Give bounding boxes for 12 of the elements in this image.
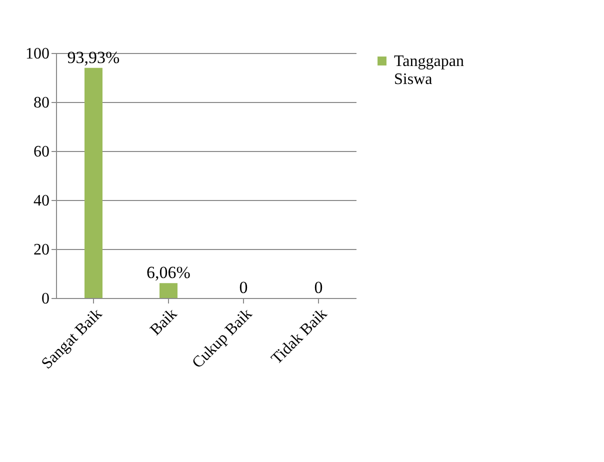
y-tick-label: 100 bbox=[26, 46, 50, 62]
data-label: 0 bbox=[239, 278, 248, 297]
y-tick-label: 80 bbox=[34, 94, 50, 112]
data-label: 0 bbox=[314, 278, 323, 297]
x-tick-label: Baik bbox=[147, 306, 181, 339]
y-tick-label: 40 bbox=[34, 192, 50, 210]
y-tick-label: 60 bbox=[34, 144, 50, 160]
legend-label: Tanggapan Siswa bbox=[394, 53, 464, 88]
y-tick-label: 20 bbox=[34, 242, 50, 258]
data-label: 93,93% bbox=[67, 48, 120, 67]
data-label: 6,06% bbox=[146, 263, 190, 282]
y-tick-label: 0 bbox=[42, 290, 50, 308]
